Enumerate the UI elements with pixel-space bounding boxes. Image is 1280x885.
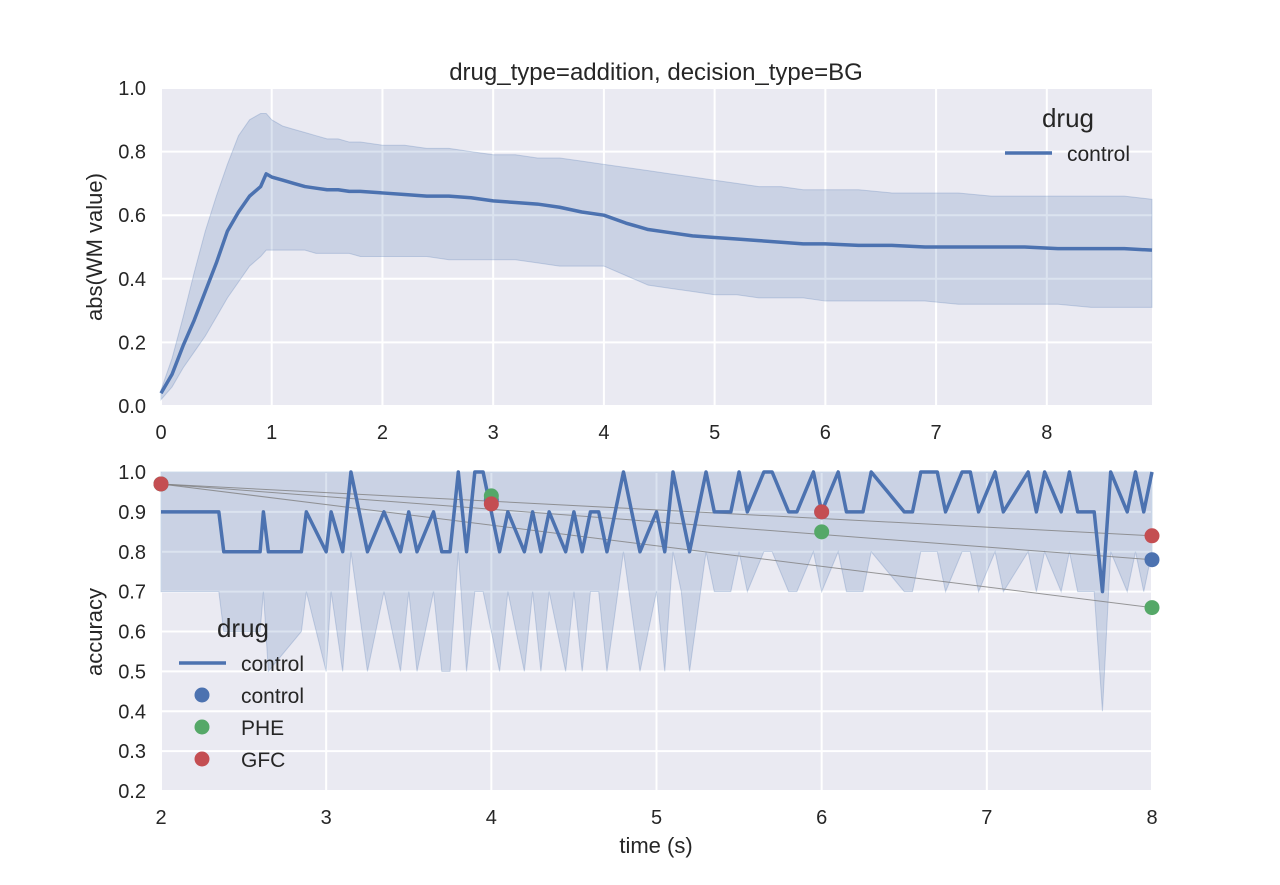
top-legend-label-control: control bbox=[1067, 143, 1130, 166]
y-tick-label: 0.9 bbox=[118, 502, 146, 524]
y-tick-label: 0.3 bbox=[118, 741, 146, 763]
chart-title: drug_type=addition, decision_type=BG bbox=[449, 59, 863, 86]
x-tick-label: 5 bbox=[651, 807, 662, 829]
x-tick-label: 2 bbox=[377, 422, 388, 444]
marker-gfc bbox=[814, 504, 830, 520]
x-axis-label: time (s) bbox=[619, 833, 692, 858]
y-tick-label: 0.4 bbox=[118, 701, 146, 723]
x-tick-label: 2 bbox=[155, 807, 166, 829]
x-tick-label: 7 bbox=[981, 807, 992, 829]
bottom-legend-marker-control bbox=[194, 687, 210, 703]
bottom-legend-label-gfc: GFC bbox=[241, 749, 285, 772]
y-tick-label: 0.0 bbox=[118, 396, 146, 418]
y-tick-label: 0.7 bbox=[118, 582, 146, 604]
x-tick-label: 0 bbox=[155, 422, 166, 444]
x-tick-label: 6 bbox=[820, 422, 831, 444]
bottom-legend-label-phe: PHE bbox=[241, 717, 284, 740]
bottom-legend-marker-gfc bbox=[194, 751, 210, 767]
top-series-line-control bbox=[159, 172, 1153, 395]
y-tick-label: 0.8 bbox=[118, 142, 146, 164]
y-tick-label: 0.2 bbox=[118, 332, 146, 354]
x-tick-label: 6 bbox=[816, 807, 827, 829]
bottom-legend-label-control-marker: control bbox=[241, 685, 304, 708]
y-tick-label: 0.4 bbox=[118, 269, 146, 291]
top-legend-title: drug bbox=[1042, 103, 1094, 133]
trend-line-phe bbox=[160, 483, 1153, 609]
bottom-markers bbox=[153, 476, 1160, 616]
x-tick-label: 4 bbox=[486, 807, 497, 829]
marker-phe bbox=[814, 524, 830, 540]
bottom-panel: 2 3 4 5 6 7 8 0.2 0.3 0.4 0.5 0.6 0.7 0.8 0.9 1.0 time… bbox=[82, 462, 1160, 858]
x-tick-label: 8 bbox=[1146, 807, 1157, 829]
top-x-tick-labels: 0 1 2 3 4 5 6 7 8 bbox=[155, 422, 1052, 444]
top-panel: 0 1 2 3 4 5 6 7 8 0.0 0.2 0.4 0.6 0.8 1.0 drug_type=a… bbox=[82, 59, 1153, 444]
y-tick-label: 0.6 bbox=[118, 622, 146, 644]
top-confidence-band bbox=[160, 112, 1153, 401]
top-y-tick-labels: 0.0 0.2 0.4 0.6 0.8 1.0 bbox=[118, 78, 146, 418]
bottom-y-axis-label: accuracy bbox=[82, 588, 107, 676]
y-tick-label: 0.2 bbox=[118, 781, 146, 803]
top-legend: drug control bbox=[1005, 103, 1130, 166]
bottom-legend: drug control control PHE GFC bbox=[179, 613, 304, 772]
x-tick-label: 5 bbox=[709, 422, 720, 444]
x-tick-label: 7 bbox=[931, 422, 942, 444]
x-tick-label: 3 bbox=[488, 422, 499, 444]
x-tick-label: 1 bbox=[266, 422, 277, 444]
y-tick-label: 1.0 bbox=[118, 78, 146, 100]
trend-line-gfc bbox=[160, 483, 1153, 537]
x-tick-label: 8 bbox=[1041, 422, 1052, 444]
top-y-axis-label: abs(WM value) bbox=[82, 173, 107, 321]
top-grid bbox=[160, 87, 1152, 407]
x-tick-label: 4 bbox=[598, 422, 609, 444]
bottom-legend-title: drug bbox=[217, 613, 269, 643]
y-tick-label: 1.0 bbox=[118, 462, 146, 484]
bottom-trend-lines bbox=[160, 483, 1153, 609]
y-tick-label: 0.8 bbox=[118, 542, 146, 564]
bottom-legend-marker-phe bbox=[194, 719, 210, 735]
bottom-y-tick-labels: 0.2 0.3 0.4 0.5 0.6 0.7 0.8 0.9 1.0 bbox=[118, 462, 146, 803]
bottom-confidence-band bbox=[160, 471, 1153, 712]
y-tick-label: 0.5 bbox=[118, 661, 146, 683]
marker-gfc bbox=[1144, 528, 1160, 544]
trend-line-control bbox=[160, 483, 1153, 561]
marker-control bbox=[1144, 552, 1160, 568]
y-tick-label: 0.6 bbox=[118, 205, 146, 227]
bottom-series-line-control bbox=[161, 470, 1154, 594]
marker-gfc bbox=[153, 476, 169, 492]
marker-gfc bbox=[483, 496, 499, 512]
bottom-x-tick-labels: 2 3 4 5 6 7 8 bbox=[155, 807, 1157, 829]
marker-phe bbox=[1144, 600, 1160, 616]
bottom-grid bbox=[160, 471, 1153, 792]
bottom-legend-label-control-line: control bbox=[241, 653, 304, 676]
x-tick-label: 3 bbox=[321, 807, 332, 829]
